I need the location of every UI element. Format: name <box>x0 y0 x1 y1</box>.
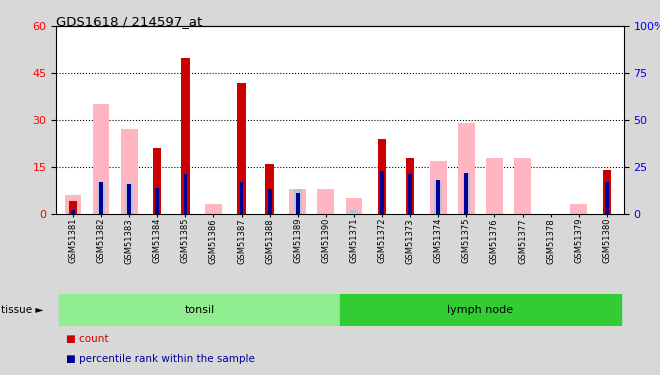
Bar <box>436 180 440 214</box>
Bar <box>268 189 271 214</box>
Text: tonsil: tonsil <box>184 305 214 315</box>
Bar <box>69 201 77 214</box>
Bar <box>182 208 189 214</box>
Text: tissue ►: tissue ► <box>1 305 44 315</box>
Bar <box>430 160 447 214</box>
Bar <box>350 210 358 214</box>
Text: ■ percentile rank within the sample: ■ percentile rank within the sample <box>66 354 255 364</box>
Bar <box>603 170 611 214</box>
Bar <box>605 182 609 214</box>
Bar <box>205 204 222 214</box>
Bar <box>99 182 103 214</box>
Bar <box>514 158 531 214</box>
Bar <box>69 208 77 214</box>
Bar <box>183 174 187 214</box>
Bar <box>65 195 81 214</box>
Bar <box>289 189 306 214</box>
Bar <box>340 294 621 326</box>
Bar <box>238 82 246 214</box>
Text: lymph node: lymph node <box>447 305 513 315</box>
Bar <box>240 182 244 214</box>
Bar <box>434 182 442 214</box>
Text: GDS1618 / 214597_at: GDS1618 / 214597_at <box>56 15 203 28</box>
Bar <box>265 164 274 214</box>
Bar <box>465 172 468 214</box>
Bar <box>346 198 362 214</box>
Bar <box>125 184 133 214</box>
Bar <box>317 189 334 214</box>
Bar <box>181 57 189 214</box>
Bar <box>59 294 340 326</box>
Bar <box>570 204 587 214</box>
Bar <box>296 193 300 214</box>
Bar <box>121 129 137 214</box>
Bar <box>406 158 414 214</box>
Bar <box>380 171 384 214</box>
Bar <box>486 158 503 214</box>
Bar <box>71 210 75 214</box>
Bar <box>409 174 412 214</box>
Bar <box>97 182 105 214</box>
Bar <box>378 139 386 214</box>
Bar <box>458 123 475 214</box>
Bar <box>153 148 162 214</box>
Bar <box>92 104 110 214</box>
Text: ■ count: ■ count <box>66 334 108 344</box>
Bar <box>294 189 302 214</box>
Bar <box>463 172 470 214</box>
Bar <box>127 184 131 214</box>
Bar <box>155 188 159 214</box>
